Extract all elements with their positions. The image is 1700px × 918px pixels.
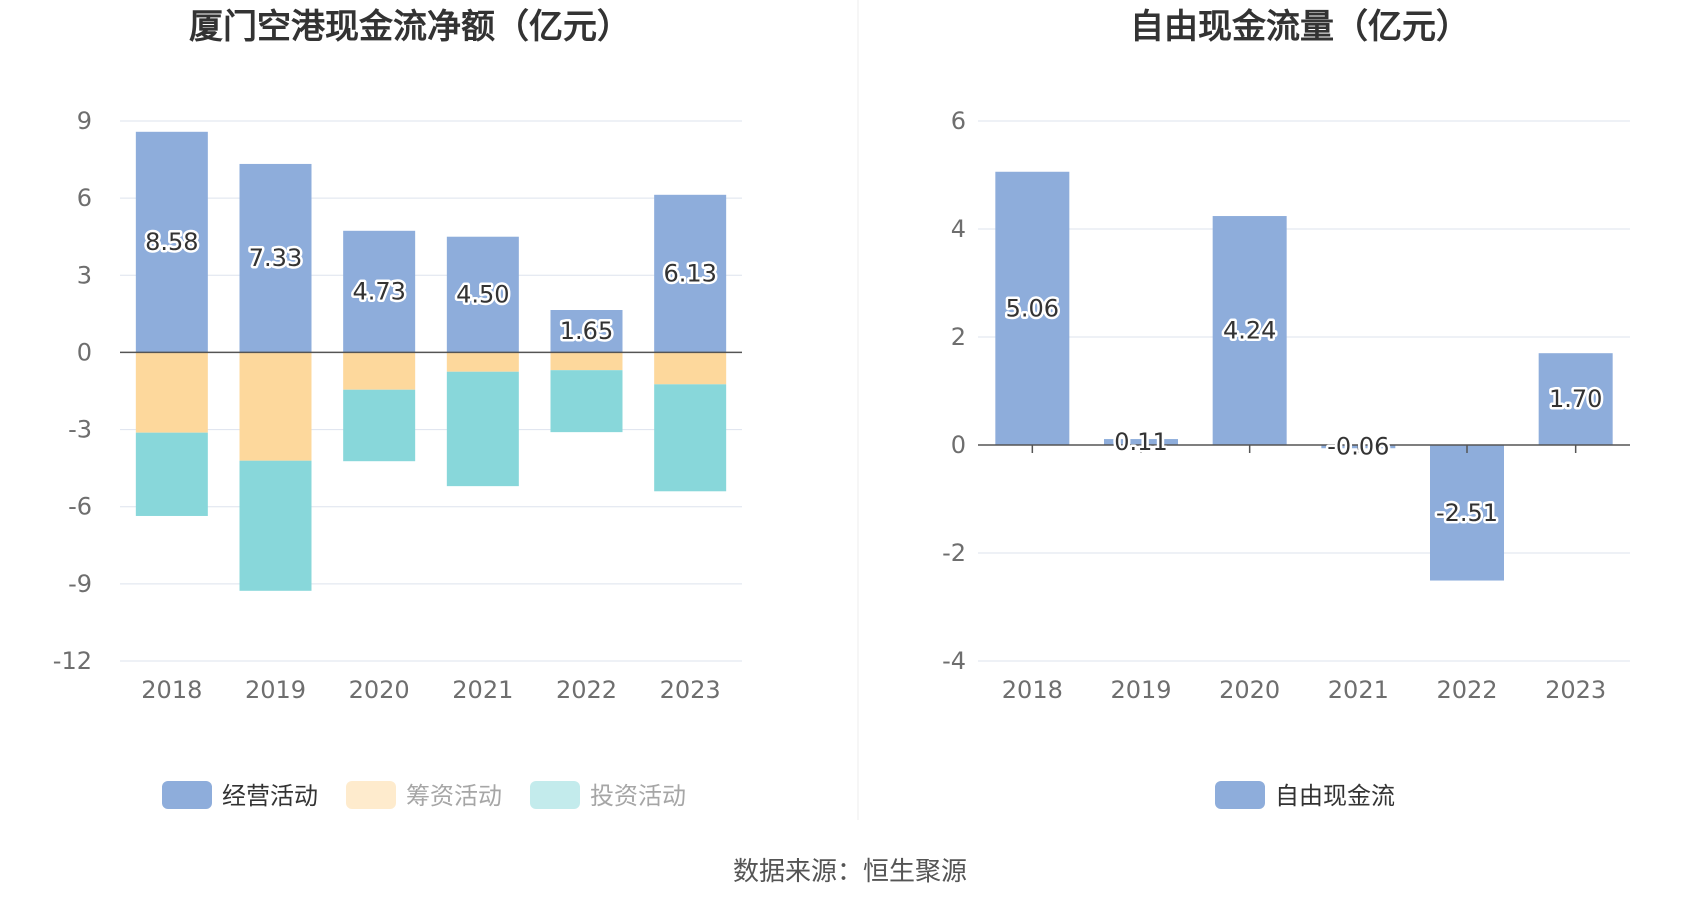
y-tick-label: 0: [951, 431, 966, 459]
bar-经营活动: [446, 236, 519, 353]
bar-投资活动: [135, 432, 208, 516]
bar-投资活动: [446, 371, 519, 487]
bar-投资活动: [654, 384, 727, 492]
y-tick-label: 6: [951, 107, 966, 135]
y-tick-label: -4: [942, 647, 966, 675]
bar-筹资活动: [446, 352, 519, 372]
bar-自由现金流: [1538, 353, 1613, 445]
y-tick-label: -3: [68, 416, 92, 444]
bar-自由现金流: [1104, 439, 1178, 445]
bar-经营活动: [239, 163, 312, 353]
x-tick-label: 2022: [556, 676, 617, 704]
legend-swatch: [346, 781, 396, 809]
legend-label: 投资活动: [590, 782, 686, 810]
y-tick-label: -6: [68, 493, 92, 521]
x-tick-label: 2018: [1002, 676, 1063, 704]
data-label: 8.58: [145, 228, 198, 256]
x-tick-label: 2020: [1219, 676, 1280, 704]
data-label: -2.51: [1436, 499, 1498, 527]
bar-投资活动: [239, 460, 312, 591]
bar-自由现金流: [1430, 445, 1504, 581]
data-label: 4.24: [1223, 317, 1276, 345]
x-tick-label: 2023: [1545, 676, 1606, 704]
data-label: 1.65: [560, 317, 613, 345]
bar-投资活动: [550, 370, 623, 433]
legend-swatch: [162, 781, 212, 809]
x-tick-label: 2022: [1436, 676, 1497, 704]
bar-经营活动: [343, 230, 416, 353]
free-cash-flow-chart: 自由现金流量（亿元） 6 4 2 0 -2 -4 5.06 0.11 4.24 -0.06 -2.51…: [942, 7, 1630, 810]
legend-label: 经营活动: [222, 782, 318, 810]
bar-经营活动: [135, 131, 208, 353]
y-tick-label: 3: [77, 261, 92, 289]
y-tick-label: 4: [951, 215, 966, 243]
x-tick-label: 2023: [660, 676, 721, 704]
source-note: 数据来源：恒生聚源: [733, 857, 967, 887]
bar-自由现金流: [1212, 216, 1287, 445]
data-label: 7.33: [249, 244, 302, 272]
bar-经营活动: [654, 194, 727, 353]
bar-筹资活动: [654, 352, 727, 385]
x-tick-label: 2021: [452, 676, 513, 704]
x-tick-label: 2019: [1110, 676, 1171, 704]
bar-投资活动: [343, 389, 416, 462]
data-label: 5.06: [1006, 294, 1059, 322]
y-tick-label: -2: [942, 539, 966, 567]
x-tick-label: 2020: [349, 676, 410, 704]
y-tick-label: -12: [53, 647, 92, 675]
legend-swatch: [1215, 781, 1265, 809]
cash-flow-chart: 厦门空港现金流净额（亿元） 9 6 3 0 -3 -6 -9 -12 8.58 7.33 4.73 4.…: [53, 7, 742, 810]
legend-swatch: [530, 781, 580, 809]
data-label: 4.73: [352, 278, 405, 306]
bar-筹资活动: [135, 352, 208, 433]
y-tick-label: 6: [77, 184, 92, 212]
data-label: 0.11: [1114, 428, 1167, 456]
data-label: 1.70: [1549, 385, 1602, 413]
chart-title: 自由现金流量（亿元）: [1130, 7, 1470, 47]
y-tick-label: 9: [77, 107, 92, 135]
data-label: 6.13: [663, 260, 716, 288]
x-tick-label: 2019: [245, 676, 306, 704]
y-tick-label: 0: [77, 338, 92, 366]
bar-经营活动: [550, 310, 623, 353]
data-label: -0.06: [1327, 433, 1389, 461]
bar-筹资活动: [239, 352, 312, 461]
y-tick-label: -9: [68, 570, 92, 598]
data-label: 4.50: [456, 281, 509, 309]
bar-筹资活动: [550, 352, 623, 371]
bar-自由现金流: [995, 171, 1070, 445]
legend-label: 自由现金流: [1275, 782, 1395, 810]
x-tick-label: 2021: [1328, 676, 1389, 704]
bar-筹资活动: [343, 352, 416, 390]
x-tick-label: 2018: [141, 676, 202, 704]
chart-title: 厦门空港现金流净额（亿元）: [189, 7, 631, 47]
legend-label: 筹资活动: [406, 782, 502, 810]
y-tick-label: 2: [951, 323, 966, 351]
